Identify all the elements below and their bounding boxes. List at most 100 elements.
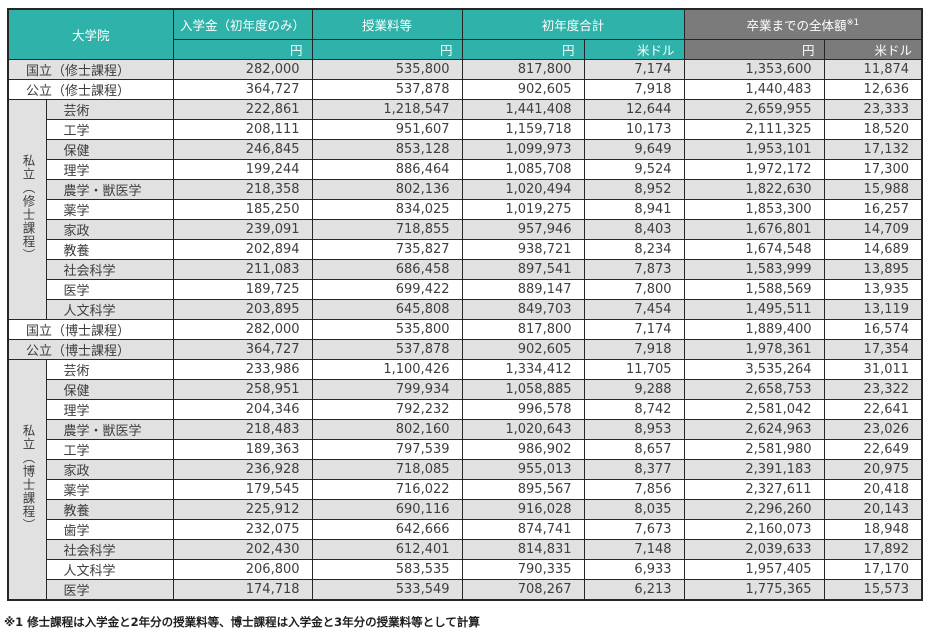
cell-total-yen: 1,440,483 xyxy=(683,79,825,100)
cell-first-year-yen: 955,013 xyxy=(461,459,585,480)
table-row: 工学 189,363 797,539 986,902 8,657 2,581,980 22,… xyxy=(8,439,923,460)
row-label: 工学 xyxy=(45,119,174,140)
header-graduate-school: 大学院 xyxy=(7,8,174,60)
cell-total-usd: 12,636 xyxy=(823,79,923,100)
cell-tuition-yen: 718,085 xyxy=(311,459,463,480)
table-row: 公立（博士課程） 364,727 537,878 902,605 7,918 1,978,… xyxy=(7,339,923,360)
cell-total-yen: 1,957,405 xyxy=(683,559,825,580)
unit-total-yen: 円 xyxy=(683,39,825,60)
footnote: ※1 修士課程は入学金と2年分の授業料等、博士課程は入学金と3年分の授業料等とし… xyxy=(4,615,480,629)
cell-first-year-yen: 1,085,708 xyxy=(461,159,585,180)
cell-admission-yen: 199,244 xyxy=(172,159,313,180)
row-label: 社会科学 xyxy=(45,259,174,280)
cell-admission-yen: 204,346 xyxy=(172,399,313,420)
cell-total-yen: 2,296,260 xyxy=(683,499,825,520)
cell-first-year-usd: 7,673 xyxy=(583,519,685,540)
cell-total-yen: 2,581,980 xyxy=(683,439,825,460)
cell-first-year-usd: 9,524 xyxy=(583,159,685,180)
cell-first-year-yen: 1,058,885 xyxy=(461,379,585,400)
cell-first-year-yen: 790,335 xyxy=(461,559,585,580)
cell-tuition-yen: 716,022 xyxy=(311,479,463,500)
cell-admission-yen: 239,091 xyxy=(172,219,313,240)
cell-first-year-yen: 996,578 xyxy=(461,399,585,420)
cell-first-year-yen: 938,721 xyxy=(461,239,585,260)
cell-tuition-yen: 533,549 xyxy=(311,579,463,601)
cell-first-year-yen: 957,946 xyxy=(461,219,585,240)
cell-total-usd: 13,935 xyxy=(823,279,923,300)
cell-first-year-usd: 8,657 xyxy=(583,439,685,460)
cell-admission-yen: 282,000 xyxy=(172,319,313,340)
cell-admission-yen: 236,928 xyxy=(172,459,313,480)
unit-first-year-yen: 円 xyxy=(461,39,585,60)
cell-tuition-yen: 1,218,547 xyxy=(311,99,463,120)
cell-first-year-usd: 9,649 xyxy=(583,139,685,160)
cell-first-year-usd: 11,705 xyxy=(583,359,685,380)
cell-admission-yen: 211,083 xyxy=(172,259,313,280)
cell-total-usd: 14,689 xyxy=(823,239,923,260)
cell-total-yen: 1,676,801 xyxy=(683,219,825,240)
cell-first-year-usd: 8,234 xyxy=(583,239,685,260)
cell-first-year-usd: 7,918 xyxy=(583,79,685,100)
table-body: 国立（修士課程） 282,000 535,800 817,800 7,174 1,353,… xyxy=(7,59,923,601)
cell-total-usd: 14,709 xyxy=(823,219,923,240)
table-row: 理学 199,244 886,464 1,085,708 9,524 1,972,172 1… xyxy=(8,159,923,180)
cell-first-year-usd: 8,403 xyxy=(583,219,685,240)
unit-total-usd: 米ドル xyxy=(823,39,923,60)
table-row: 人文科学 206,800 583,535 790,335 6,933 1,957,405 1… xyxy=(8,559,923,580)
row-label: 公立（博士課程） xyxy=(7,339,174,360)
cell-first-year-yen: 897,541 xyxy=(461,259,585,280)
cell-total-usd: 18,948 xyxy=(823,519,923,540)
cell-first-year-usd: 8,941 xyxy=(583,199,685,220)
row-label: 保健 xyxy=(45,139,174,160)
cell-total-usd: 17,354 xyxy=(823,339,923,360)
cell-total-usd: 17,892 xyxy=(823,539,923,560)
cell-first-year-usd: 7,800 xyxy=(583,279,685,300)
cell-total-yen: 1,583,999 xyxy=(683,259,825,280)
table-row: 社会科学 211,083 686,458 897,541 7,873 1,583,999 1… xyxy=(8,259,923,280)
cell-total-yen: 1,978,361 xyxy=(683,339,825,360)
cell-total-usd: 15,988 xyxy=(823,179,923,200)
table-row: 人文科学 203,895 645,808 849,703 7,454 1,495,511 1… xyxy=(8,299,923,320)
cell-total-yen: 1,588,569 xyxy=(683,279,825,300)
row-label: 家政 xyxy=(45,219,174,240)
cell-total-usd: 13,895 xyxy=(823,259,923,280)
row-label: 理学 xyxy=(45,159,174,180)
cell-first-year-usd: 8,035 xyxy=(583,499,685,520)
cell-total-usd: 11,874 xyxy=(823,59,923,80)
cell-first-year-usd: 8,742 xyxy=(583,399,685,420)
unit-admission-yen: 円 xyxy=(172,39,313,60)
row-label: 芸術 xyxy=(45,99,174,120)
cell-total-yen: 3,535,264 xyxy=(683,359,825,380)
cell-total-usd: 17,300 xyxy=(823,159,923,180)
table-row: 医学 189,725 699,422 889,147 7,800 1,588,569 13,… xyxy=(8,279,923,300)
table-row: 工学 208,111 951,607 1,159,718 10,173 2,111,325… xyxy=(8,119,923,140)
cell-tuition-yen: 583,535 xyxy=(311,559,463,580)
table-row: 家政 236,928 718,085 955,013 8,377 2,391,183 20,… xyxy=(8,459,923,480)
cell-admission-yen: 185,250 xyxy=(172,199,313,220)
cell-total-yen: 2,624,963 xyxy=(683,419,825,440)
cell-total-yen: 2,658,753 xyxy=(683,379,825,400)
cell-first-year-usd: 7,454 xyxy=(583,299,685,320)
cell-first-year-yen: 817,800 xyxy=(461,59,585,80)
cell-tuition-yen: 951,607 xyxy=(311,119,463,140)
row-label: 国立（修士課程） xyxy=(7,59,174,80)
cell-tuition-yen: 802,160 xyxy=(311,419,463,440)
cell-total-yen: 2,659,955 xyxy=(683,99,825,120)
cell-total-usd: 31,011 xyxy=(823,359,923,380)
cell-first-year-usd: 7,918 xyxy=(583,339,685,360)
table-header: 大学院 入学金（初年度のみ） 授業料等 初年度合計 卒業までの全体額※1 円 円… xyxy=(7,8,923,60)
cell-tuition-yen: 686,458 xyxy=(311,259,463,280)
cell-first-year-yen: 708,267 xyxy=(461,579,585,601)
cell-total-usd: 16,574 xyxy=(823,319,923,340)
cell-tuition-yen: 645,808 xyxy=(311,299,463,320)
cell-first-year-yen: 817,800 xyxy=(461,319,585,340)
cell-tuition-yen: 886,464 xyxy=(311,159,463,180)
tuition-table: 大学院 入学金（初年度のみ） 授業料等 初年度合計 卒業までの全体額※1 円 円… xyxy=(7,8,924,601)
cell-tuition-yen: 792,232 xyxy=(311,399,463,420)
cell-tuition-yen: 735,827 xyxy=(311,239,463,260)
cell-total-usd: 20,418 xyxy=(823,479,923,500)
cell-admission-yen: 282,000 xyxy=(172,59,313,80)
cell-first-year-yen: 1,019,275 xyxy=(461,199,585,220)
cell-admission-yen: 218,358 xyxy=(172,179,313,200)
row-label: 工学 xyxy=(45,439,174,460)
